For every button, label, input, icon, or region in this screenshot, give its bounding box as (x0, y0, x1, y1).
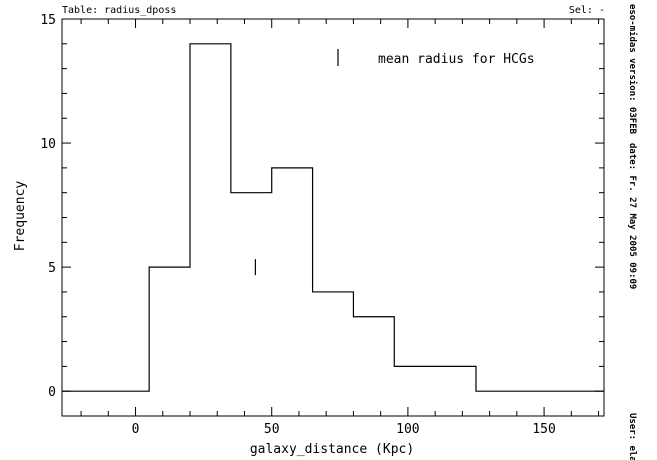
y-tick-label: 0 (48, 385, 56, 400)
histogram-bin (353, 317, 394, 391)
x-tick-label: 50 (264, 422, 280, 437)
histogram-bin (190, 44, 231, 391)
legend-label: mean radius for HCGs (378, 52, 535, 67)
y-tick-label: 5 (48, 261, 56, 276)
plot-date-label: date: Fr. 27 May 2005 09:09 (627, 143, 637, 289)
histogram-bin (272, 168, 313, 391)
histogram-outline (62, 43, 604, 392)
y-tick-label: 15 (40, 13, 56, 28)
x-tick-label: 0 (132, 422, 140, 437)
x-axis-label: galaxy_distance (Kpc) (250, 442, 414, 457)
y-axis-label: Frequency (13, 181, 28, 252)
y-tick-label: 10 (40, 137, 56, 152)
x-tick-label: 150 (532, 422, 555, 437)
user-label: User: ela (627, 413, 637, 460)
histogram-bin (313, 292, 354, 391)
table-label: Table: radius_dposs (62, 5, 176, 16)
axis-ticks: 0 50 100 150 0 5 10 15 (40, 13, 604, 437)
selection-label: Sel: - (569, 5, 605, 16)
x-tick-label: 100 (396, 422, 419, 437)
histogram-bin (231, 193, 272, 392)
histogram-bin (394, 366, 435, 391)
histogram-bars (62, 43, 604, 392)
legend: mean radius for HCGs (337, 49, 535, 67)
histogram-bin (435, 366, 476, 391)
histogram-bin (149, 267, 190, 391)
midas-version-label: eso-midas version: 03FEB (627, 4, 638, 135)
